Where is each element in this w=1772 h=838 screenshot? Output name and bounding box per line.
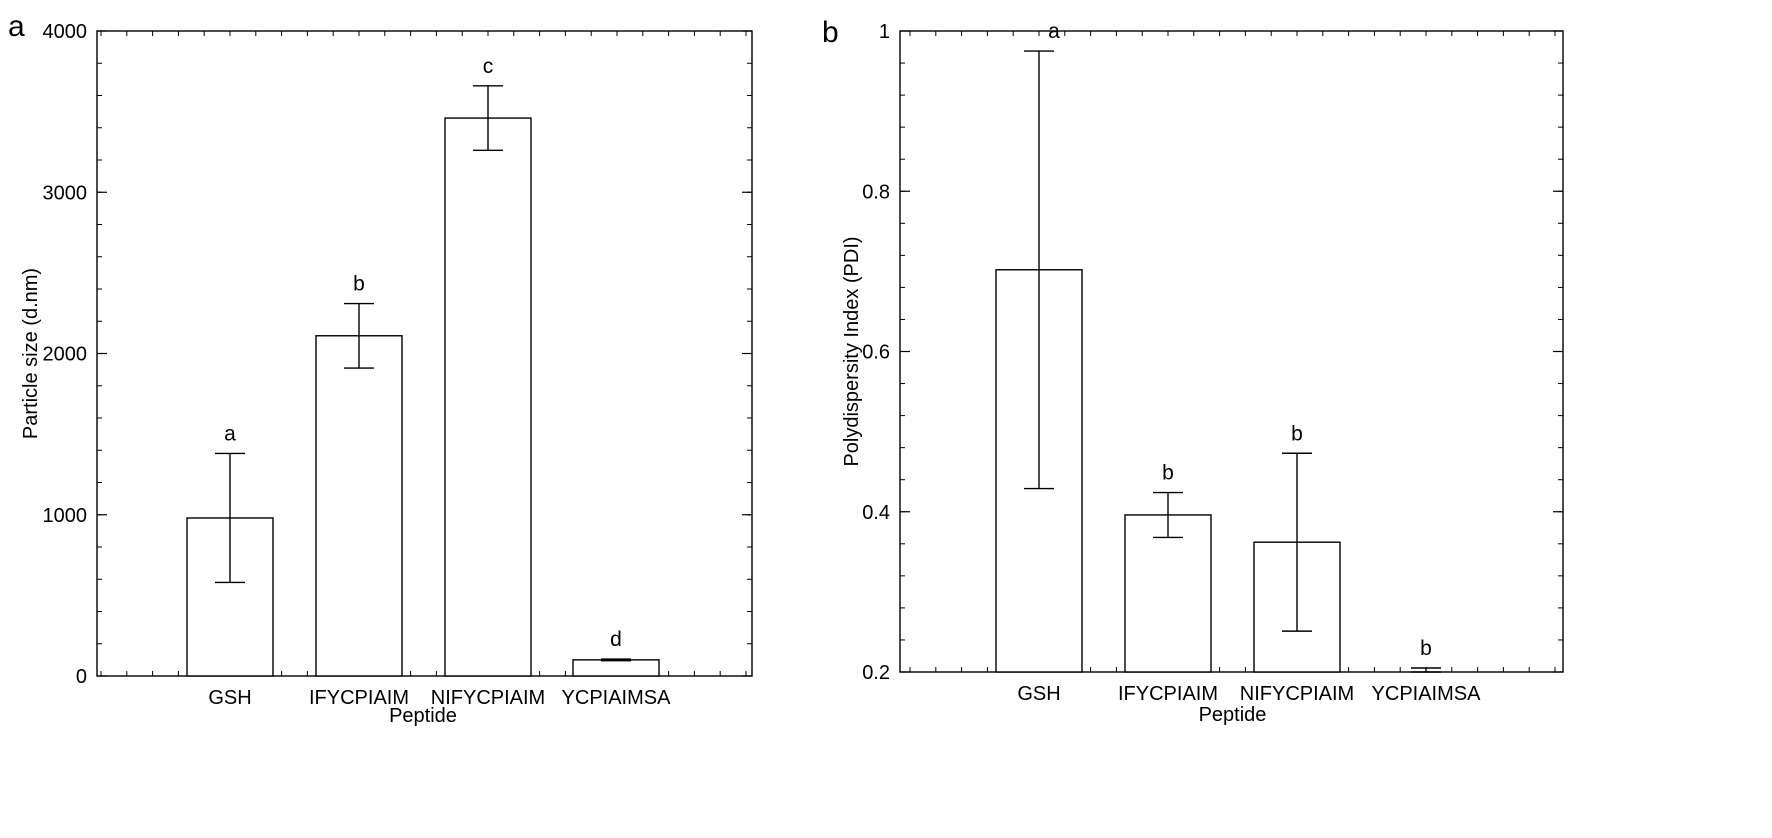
significance-letter: d: [610, 628, 622, 651]
significance-letter: b: [353, 273, 365, 296]
y-tick-label: 1000: [43, 505, 88, 527]
x-tick-label: YCPIAIMSA: [562, 687, 672, 709]
bar: [572, 659, 660, 677]
error-bar: [473, 85, 503, 152]
y-tick-label: 0.6: [862, 342, 890, 364]
x-tick-label: YCPIAIMSA: [1372, 683, 1482, 705]
panel-label: a: [8, 10, 25, 43]
x-tick-label: NIFYCPIAIM: [1240, 683, 1354, 705]
error-bar: [1024, 50, 1054, 490]
x-tick-label: GSH: [208, 687, 251, 709]
error-bar: [344, 302, 374, 369]
error-bar: [1153, 491, 1183, 539]
y-axis-title: Polydispersity Index (PDI): [841, 236, 863, 466]
x-axis-title: Peptide: [389, 705, 457, 727]
chart-panel-b: 0.2 0.4 0.6 0.8 1 a GSH b IFYCPIAIM b NIFYCPIAIM b Y…: [822, 16, 1564, 726]
significance-letter: a: [224, 422, 236, 445]
y-tick-label: 0.2: [862, 662, 890, 684]
significance-letter: b: [1291, 422, 1303, 445]
significance-letter: b: [1420, 637, 1432, 660]
y-axis-title: Particle size (d.nm): [20, 268, 42, 439]
error-bar: [601, 658, 631, 662]
bar: [315, 335, 403, 677]
x-tick-label: NIFYCPIAIM: [431, 687, 545, 709]
significance-letter: b: [1162, 462, 1174, 485]
x-tick-label: IFYCPIAIM: [309, 687, 409, 709]
significance-letter: c: [483, 55, 494, 78]
chart-panel-a: 0 1000 2000 3000 4000 a GSH b IFYCPIAIM c NIFYCPIA…: [8, 10, 753, 727]
bar: [1124, 514, 1212, 673]
significance-letter: a: [1048, 20, 1060, 43]
error-bar: [215, 452, 245, 584]
error-bar: [1411, 667, 1441, 673]
y-tick-label: 2000: [43, 344, 88, 366]
error-bar: [1282, 452, 1312, 632]
x-tick-label: IFYCPIAIM: [1118, 683, 1218, 705]
y-tick-label: 0.8: [862, 181, 890, 203]
panel-label: b: [822, 16, 839, 49]
y-tick-label: 0.4: [862, 502, 890, 524]
bar: [444, 117, 532, 677]
y-tick-label: 3000: [43, 182, 88, 204]
x-axis-title: Peptide: [1199, 704, 1267, 726]
x-tick-label: GSH: [1017, 683, 1060, 705]
y-tick-label: 4000: [43, 21, 88, 43]
y-tick-label: 0: [76, 666, 87, 688]
y-tick-label: 1: [879, 21, 890, 43]
